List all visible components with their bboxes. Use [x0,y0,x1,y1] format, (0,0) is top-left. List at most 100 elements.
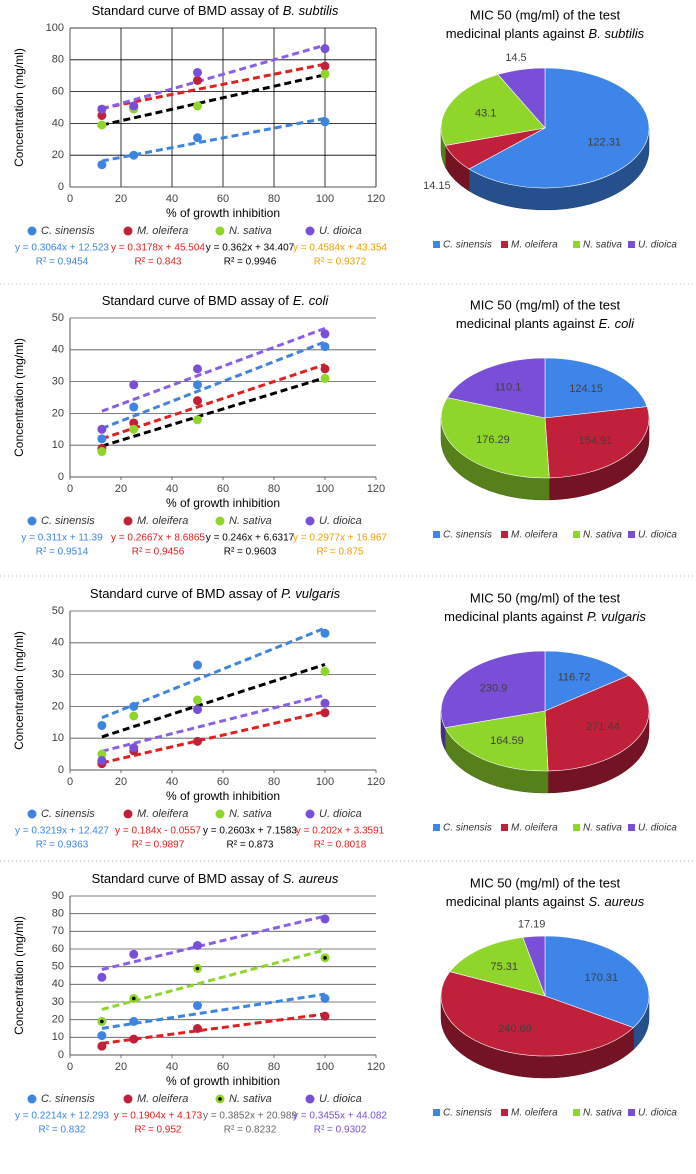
trendline [101,376,326,448]
legend-swatch [573,1109,580,1116]
data-point-center [100,1019,104,1024]
trend-equation: y = 0.2214x + 12.293 [15,1111,109,1122]
data-point [320,373,330,383]
trend-equation: y = 0.3455x + 44.082 [293,1111,387,1122]
data-label: 124.15 [569,383,603,395]
legend-label: M. oleifera [511,823,558,834]
title-organism: S. aureus [283,871,339,886]
pie-title-line: medicinal plants against B. subtilis [446,26,645,41]
x-tick-label: 120 [367,483,385,495]
data-point [97,447,107,457]
trend-r2: R² = 0.9514 [36,547,89,558]
trendline [101,663,326,739]
chart-title: Standard curve of BMD assay of S. aureus [92,871,339,886]
y-tick-label: 20 [52,149,64,161]
legend-swatch [628,241,635,248]
x-tick-label: 40 [166,1061,178,1073]
data-point [320,708,330,718]
data-point [129,743,139,753]
legend-swatch [573,241,580,248]
y-axis-title: Concentration (mg/ml) [12,338,26,457]
data-point [193,133,202,143]
legend-marker [27,809,37,819]
legend-marker [305,226,315,236]
chart-title: Standard curve of BMD assay of P. vulgari… [90,586,341,601]
scatter-chart: Standard curve of BMD assay of B. subtili… [12,3,387,267]
x-tick-label: 100 [316,1061,334,1073]
legend-label: U. dioica [638,823,677,834]
data-point-center [131,996,136,1001]
trendline [101,710,326,765]
slice [544,406,650,479]
data-label: 176.29 [476,434,510,446]
slice [440,650,546,728]
trend-equation: y = 0.202x + 3.3591 [296,826,385,837]
data-point [320,698,330,708]
y-tick-label: 20 [52,700,64,712]
legend-label: M. oleifera [137,225,188,237]
legend-swatch [433,241,440,248]
legend-swatch [573,824,580,831]
x-axis-title: % of growth inhibition [166,206,280,220]
trend-r2: R² = 0.8018 [314,840,367,851]
data-point [193,396,202,406]
trend-equation: y = 0.362x + 34.407 [206,243,295,254]
slice [497,67,546,129]
trend-r2: R² = 0.9946 [224,257,277,268]
x-tick-label: 0 [67,193,73,205]
slice [544,357,648,419]
legend-swatch [501,824,508,831]
legend-label: U. dioica [638,1108,677,1119]
y-tick-label: 10 [52,732,64,744]
pie-title-line: medicinal plants against E. coli [456,316,635,331]
data-point [129,150,139,160]
legend-label: M. oleifera [511,1108,558,1119]
x-tick-label: 20 [115,776,127,788]
x-axis-title: % of growth inhibition [166,1074,280,1088]
data-label: 110.1 [495,381,522,393]
legend-label: N. sativa [229,1093,272,1105]
x-tick-label: 100 [316,193,334,205]
data-point [193,1024,202,1033]
trend-r2: R² = 0.873 [227,840,274,851]
trendline [101,73,326,127]
data-point [97,160,107,170]
y-tick-label: 10 [52,439,64,451]
pie-title-line: MIC 50 (mg/ml) of the test [470,297,621,312]
y-tick-label: 0 [58,471,64,483]
data-point [193,75,202,85]
y-tick-label: 100 [46,22,64,34]
legend-label: N. sativa [229,808,272,820]
data-point [193,736,202,746]
x-axis-title: % of growth inhibition [166,496,280,510]
legend-label: U. dioica [319,808,362,820]
x-tick-label: 80 [268,1061,280,1073]
trend-r2: R² = 0.9456 [132,547,185,558]
title-organism: P. vulgaris [587,609,647,624]
trendline [101,1012,326,1045]
trendline [101,693,326,753]
legend-swatch [433,824,440,831]
legend-marker [123,809,133,819]
data-point [129,424,139,434]
x-tick-label: 80 [268,483,280,495]
legend-label: M. oleifera [137,1093,188,1105]
legend-marker [123,516,133,526]
data-point [129,380,139,390]
trend-r2: R² = 0.9302 [314,1125,367,1136]
slice [446,357,546,419]
data-point [320,117,330,127]
x-tick-label: 20 [115,1061,127,1073]
pie-chart: MIC 50 (mg/ml) of the test medicinal plan… [433,590,677,834]
title-text: Standard curve of BMD assay of [92,3,280,18]
y-tick-label: 20 [52,407,64,419]
data-point [193,364,202,374]
legend-swatch [501,531,508,538]
title-text: medicinal plants against [446,26,585,41]
trendline [101,948,326,1011]
x-tick-label: 40 [166,483,178,495]
pie-title-line: medicinal plants against P. vulgaris [444,609,646,624]
x-tick-label: 120 [367,193,385,205]
